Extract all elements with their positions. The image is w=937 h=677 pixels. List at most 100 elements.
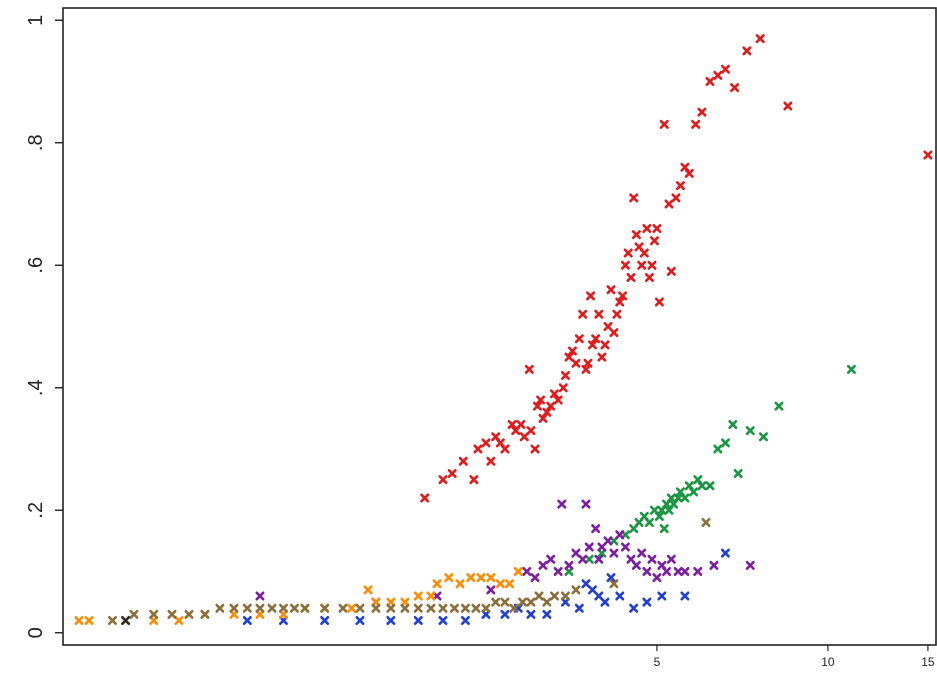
data-point <box>229 609 239 619</box>
data-point <box>594 554 604 564</box>
data-point <box>774 401 784 411</box>
data-point <box>584 542 594 552</box>
y-tick-label: .2 <box>25 502 47 519</box>
data-point <box>666 493 676 503</box>
data-point <box>720 64 730 74</box>
data-point <box>733 469 743 478</box>
data-point <box>532 401 542 411</box>
data-point <box>745 426 755 436</box>
data-point <box>438 603 448 613</box>
data-point <box>720 438 730 448</box>
data-point <box>637 260 647 270</box>
data-point <box>278 609 288 619</box>
data-point <box>560 371 570 380</box>
data-point <box>600 340 610 350</box>
data-point <box>652 573 662 583</box>
y-tick-label: .4 <box>25 379 47 396</box>
data-point <box>486 585 496 595</box>
data-point <box>680 493 690 503</box>
data-point <box>664 199 674 209</box>
data-point <box>644 273 654 282</box>
data-point <box>513 567 523 576</box>
data-point <box>242 616 252 625</box>
data-point <box>509 603 519 613</box>
data-point <box>642 597 652 607</box>
data-point <box>460 616 470 625</box>
data-point <box>666 554 676 564</box>
data-point <box>413 591 423 601</box>
data-point <box>458 456 468 466</box>
data-point <box>460 603 470 613</box>
data-point <box>689 487 699 497</box>
data-point <box>923 150 933 160</box>
data-point <box>255 609 265 619</box>
data-point <box>652 224 662 233</box>
data-point <box>129 609 139 619</box>
data-point <box>586 291 596 301</box>
data-point <box>558 383 568 393</box>
data-point <box>606 285 616 295</box>
data-point <box>320 603 330 613</box>
x-tick-label: 15 <box>921 655 935 669</box>
data-point <box>705 481 715 491</box>
data-point <box>578 554 588 564</box>
data-point <box>639 248 649 258</box>
data-point <box>597 548 607 558</box>
data-point <box>229 603 239 613</box>
data-point <box>363 585 373 595</box>
data-point <box>705 77 715 86</box>
data-point <box>571 548 581 558</box>
data-point <box>730 83 740 93</box>
data-point <box>713 444 723 454</box>
data-point <box>107 616 117 625</box>
data-point <box>603 536 613 546</box>
data-point <box>680 591 690 601</box>
data-point <box>571 585 581 595</box>
data-point <box>713 70 723 80</box>
data-point <box>591 334 601 344</box>
data-point <box>581 579 591 589</box>
data-point <box>444 573 454 583</box>
axes: 0.2.4.6.815 10 15 <box>25 15 935 669</box>
data-point <box>609 328 619 338</box>
data-point <box>693 475 703 485</box>
data-point <box>758 432 768 442</box>
data-point <box>200 609 210 619</box>
data-point <box>481 609 491 619</box>
data-point <box>584 554 594 564</box>
data-point <box>504 579 514 589</box>
data-point <box>662 567 672 576</box>
data-point <box>347 603 357 613</box>
data-point <box>564 560 574 570</box>
data-point <box>278 603 288 613</box>
data-point <box>530 573 540 583</box>
data-points <box>74 34 933 625</box>
data-point <box>684 168 694 178</box>
data-point <box>74 616 84 625</box>
data-point <box>426 603 436 613</box>
data-point <box>84 616 94 625</box>
data-point <box>564 567 574 576</box>
y-tick-label: 0 <box>25 627 47 638</box>
data-point <box>546 401 556 411</box>
data-point <box>486 456 496 466</box>
data-point <box>476 573 486 583</box>
data-point <box>609 548 619 558</box>
data-point <box>420 493 430 503</box>
data-point <box>659 524 669 534</box>
data-point <box>600 597 610 607</box>
data-point <box>149 616 159 625</box>
data-point <box>449 603 459 613</box>
data-point <box>500 609 510 619</box>
data-point <box>549 591 559 601</box>
data-point <box>486 573 496 583</box>
data-point <box>649 236 659 246</box>
data-point <box>574 334 584 344</box>
data-point <box>647 260 657 270</box>
data-point <box>583 358 593 368</box>
data-point <box>518 597 528 607</box>
data-point <box>553 567 563 576</box>
data-point <box>255 591 265 601</box>
data-point <box>701 518 711 527</box>
